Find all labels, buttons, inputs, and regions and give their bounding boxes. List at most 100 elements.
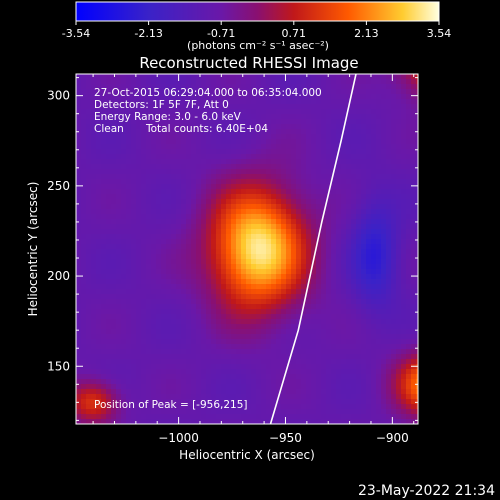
heatmap-cell [121,164,127,170]
heatmap-cell [396,129,402,135]
heatmap-cell [171,334,177,340]
heatmap-cell [201,104,207,110]
heatmap-cell [386,199,392,205]
heatmap-cell [81,79,87,85]
heatmap-cell [391,189,397,195]
heatmap-cell [281,164,287,170]
heatmap-cell [251,294,257,300]
heatmap-cell [326,224,332,230]
heatmap-cell [391,164,397,170]
heatmap-cell [166,254,172,260]
heatmap-cell [261,309,267,315]
heatmap-cell [301,274,307,280]
heatmap-cell [271,159,277,165]
heatmap-cell [141,84,147,90]
heatmap-cell [186,284,192,290]
heatmap-cell [246,299,252,305]
heatmap-cell [346,179,352,185]
heatmap-cell [161,94,167,100]
heatmap-cell [251,159,257,165]
heatmap-cell [386,344,392,350]
heatmap-cell [236,369,242,375]
heatmap-cell [181,334,187,340]
heatmap-cell [231,249,237,255]
heatmap-cell [176,379,182,385]
heatmap-cell [221,384,227,390]
heatmap-cell [211,149,217,155]
heatmap-cell [336,344,342,350]
heatmap-cell [371,209,377,215]
heatmap-cell [86,154,92,160]
heatmap-cell [251,204,257,210]
heatmap-cell [206,364,212,370]
heatmap-cell [161,254,167,260]
heatmap-cell [206,404,212,410]
heatmap-cell [231,84,237,90]
heatmap-cell [416,264,418,270]
heatmap-cell [206,369,212,375]
heatmap-cell [236,109,242,115]
heatmap-cell [221,149,227,155]
heatmap-cell [146,334,152,340]
heatmap-cell [286,104,292,110]
heatmap-cell [301,99,307,105]
heatmap-cell [261,269,267,275]
heatmap-cell [341,334,347,340]
heatmap-cell [291,224,297,230]
heatmap-cell [126,259,132,265]
heatmap-cell [156,134,162,140]
heatmap-cell [211,204,217,210]
heatmap-cell [276,209,282,215]
heatmap-cell [391,84,397,90]
heatmap-cell [101,384,107,390]
heatmap-cell [316,354,322,360]
heatmap-cell [261,229,267,235]
heatmap-cell [306,294,312,300]
heatmap-cell [301,159,307,165]
heatmap-cell [291,379,297,385]
heatmap-cell [226,279,232,285]
heatmap-cell [231,194,237,200]
heatmap-cell [416,189,418,195]
heatmap-cell [146,159,152,165]
heatmap-cell [191,154,197,160]
heatmap-cell [136,309,142,315]
heatmap-cell [346,344,352,350]
heatmap-cell [126,354,132,360]
heatmap-cell [156,154,162,160]
heatmap-cell [341,244,347,250]
heatmap-cell [386,74,392,80]
heatmap-cell [246,169,252,175]
heatmap-cell [366,329,372,335]
heatmap-cell [406,119,412,125]
heatmap-cell [201,224,207,230]
heatmap-cell [321,409,327,415]
heatmap-cell [161,389,167,395]
heatmap-cell [286,399,292,405]
heatmap-cell [211,264,217,270]
heatmap-cell [301,419,307,424]
heatmap-cell [96,249,102,255]
heatmap-cell [306,359,312,365]
heatmap-cell [311,389,317,395]
heatmap-cell [106,84,112,90]
heatmap-cell [136,74,142,80]
heatmap-cell [91,154,97,160]
heatmap-cell [216,124,222,130]
heatmap-cell [161,99,167,105]
heatmap-cell [381,99,387,105]
heatmap-cell [386,94,392,100]
heatmap-cell [306,239,312,245]
heatmap-cell [296,374,302,380]
heatmap-cell [361,279,367,285]
heatmap-cell [306,389,312,395]
heatmap-cell [296,314,302,320]
heatmap-cell [96,129,102,135]
heatmap-cell [261,414,267,420]
heatmap-cell [246,189,252,195]
heatmap-cell [131,134,137,140]
heatmap-cell [161,154,167,160]
heatmap-cell [86,274,92,280]
heatmap-cell [351,269,357,275]
heatmap-cell [361,404,367,410]
